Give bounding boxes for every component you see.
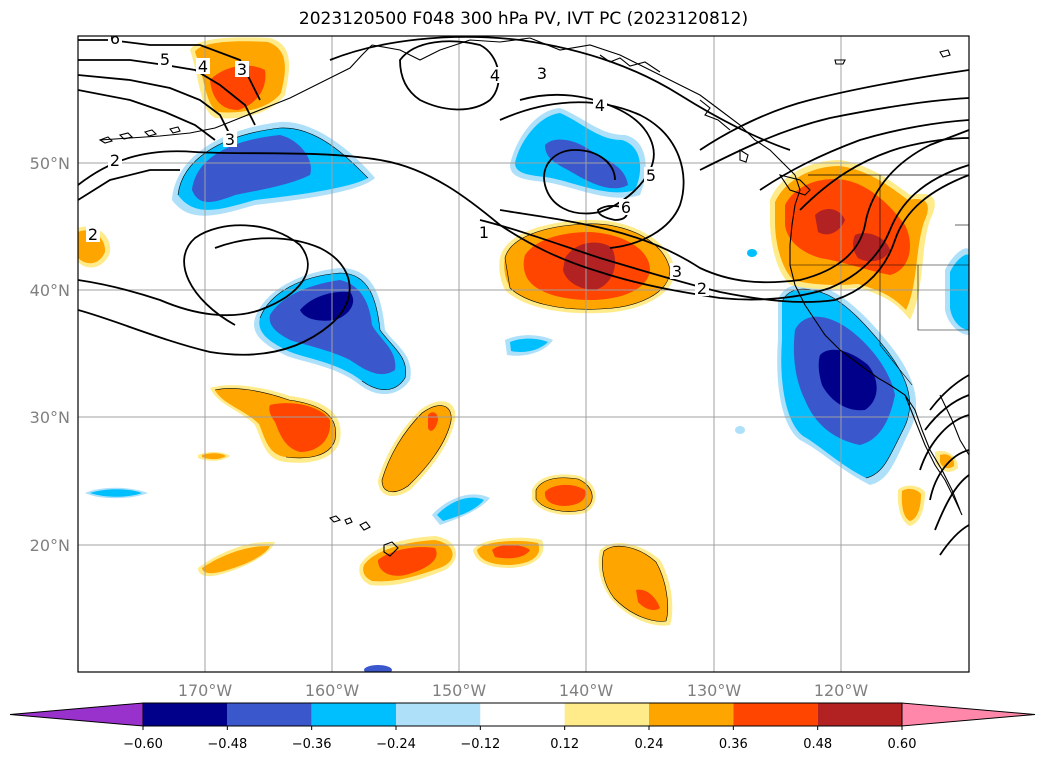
contour-label: 3 xyxy=(225,130,235,149)
colorbar-tick-label: −0.36 xyxy=(292,737,332,752)
contour-label: 6 xyxy=(110,29,120,48)
lon-label-140w: 140°W xyxy=(559,681,614,700)
contour-label: 2 xyxy=(110,151,120,170)
map-frame xyxy=(77,35,970,673)
colorbar-tick-label: 0.36 xyxy=(719,737,748,752)
colorbar-bin xyxy=(649,703,734,726)
contour-label: 2 xyxy=(697,279,707,298)
contour-label: 5 xyxy=(646,166,656,185)
contour-label: 6 xyxy=(621,198,631,217)
colorbar: −0.60 −0.48 −0.36 −0.24 −0.12 0.12 0.24 0.36 0.4… xyxy=(9,702,1036,752)
pv-contours xyxy=(78,36,969,556)
lon-label-160w: 160°W xyxy=(305,681,360,700)
colorbar-tick-label: 0.48 xyxy=(803,737,832,752)
colorbar-bin xyxy=(480,703,565,726)
colorbar-tick-label: 0.60 xyxy=(888,737,917,752)
contour-labels: 6 5 4 3 2 1 3 2 4 3 4 5 6 3 xyxy=(86,29,709,298)
lat-label-30n: 30°N xyxy=(30,408,70,427)
colorbar-bin xyxy=(143,703,228,726)
lat-label-50n: 50°N xyxy=(30,154,70,173)
longitude-labels: 170°W 160°W 150°W 140°W 130°W 120°W xyxy=(178,681,869,700)
colorbar-bin xyxy=(733,703,818,726)
contour-label: 3 xyxy=(537,64,547,83)
colorbar-bin xyxy=(564,703,649,726)
colorbar-tick-label: −0.60 xyxy=(123,737,163,752)
contour-label: 4 xyxy=(595,96,605,115)
colorbar-tick-label: 0.24 xyxy=(635,737,664,752)
contour-label: 2 xyxy=(88,225,98,244)
colorbar-tick-label: −0.48 xyxy=(207,737,247,752)
colorbar-frame xyxy=(142,702,903,727)
contour-label: 4 xyxy=(198,57,208,76)
contour-label: 3 xyxy=(237,60,247,79)
map-frame-content: 6 5 4 3 2 1 3 2 4 3 4 5 6 3 xyxy=(78,29,969,672)
lat-label-40n: 40°N xyxy=(30,281,70,300)
colorbar-bin xyxy=(227,703,312,726)
colorbar-bin xyxy=(311,703,396,726)
colorbar-extend-low xyxy=(9,702,144,727)
colorbar-tick-label: −0.24 xyxy=(376,737,416,752)
contour-label: 4 xyxy=(490,66,500,85)
graticule xyxy=(78,36,969,672)
colorbar-extend-high xyxy=(901,702,1036,727)
colorbar-tick-label: −0.12 xyxy=(460,737,500,752)
colorbar-bin xyxy=(396,703,481,726)
map-title: 2023120500 F048 300 hPa PV, IVT PC (2023… xyxy=(298,9,749,29)
colorbar-tick-label: 0.12 xyxy=(550,737,579,752)
contour-label: 3 xyxy=(672,262,682,281)
latitude-labels: 50°N 40°N 30°N 20°N xyxy=(30,154,70,555)
contour-label: 1 xyxy=(479,223,489,242)
colorbar-bin xyxy=(817,703,902,726)
contour-label: 5 xyxy=(160,50,170,69)
lon-label-130w: 130°W xyxy=(687,681,742,700)
lon-label-120w: 120°W xyxy=(814,681,869,700)
lon-label-170w: 170°W xyxy=(178,681,233,700)
lat-label-20n: 20°N xyxy=(30,536,70,555)
lon-label-150w: 150°W xyxy=(432,681,487,700)
